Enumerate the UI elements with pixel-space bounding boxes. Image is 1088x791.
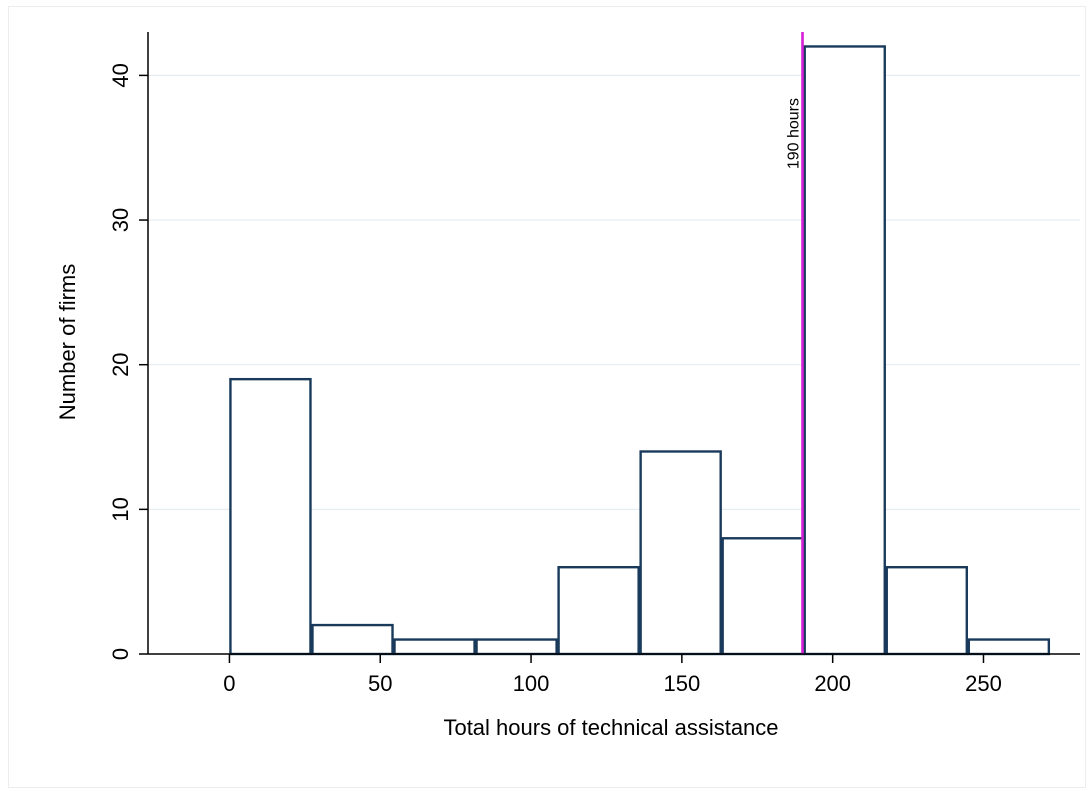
histogram-bar-7	[803, 45, 886, 656]
histogram-bar-2	[393, 638, 476, 656]
histogram-bar-8	[885, 566, 968, 656]
histogram-bar-1	[311, 623, 394, 656]
histogram-bar-3	[475, 638, 558, 656]
x-tick-label-50: 50	[368, 671, 392, 696]
x-tick-label-0: 0	[223, 671, 235, 696]
histogram-bar-9	[967, 638, 1051, 656]
bars	[229, 45, 1051, 656]
x-tick-label-200: 200	[814, 671, 851, 696]
reference-line-group: 190 hours	[786, 32, 804, 654]
x-tick-label-250: 250	[965, 671, 1002, 696]
x-axis-title: Total hours of technical assistance	[443, 715, 778, 740]
reference-line-label: 190 hours	[786, 98, 803, 169]
histogram-bar-5	[639, 450, 722, 656]
axes: 0 50 100 150 200 250 0 10 20 30 40	[108, 32, 1080, 696]
y-tick-label-0: 0	[108, 648, 133, 660]
histogram-bar-6	[721, 537, 804, 656]
y-axis-title: Number of firms	[55, 264, 80, 420]
histogram-bar-4	[557, 566, 640, 656]
chart-frame	[8, 6, 1086, 788]
y-tick-label-20: 20	[108, 352, 133, 376]
x-tick-label-150: 150	[664, 671, 701, 696]
histogram-bar-0	[229, 377, 312, 656]
y-tick-label-40: 40	[108, 63, 133, 87]
y-tick-label-30: 30	[108, 208, 133, 232]
x-tick-label-100: 100	[513, 671, 550, 696]
y-tick-label-10: 10	[108, 497, 133, 521]
